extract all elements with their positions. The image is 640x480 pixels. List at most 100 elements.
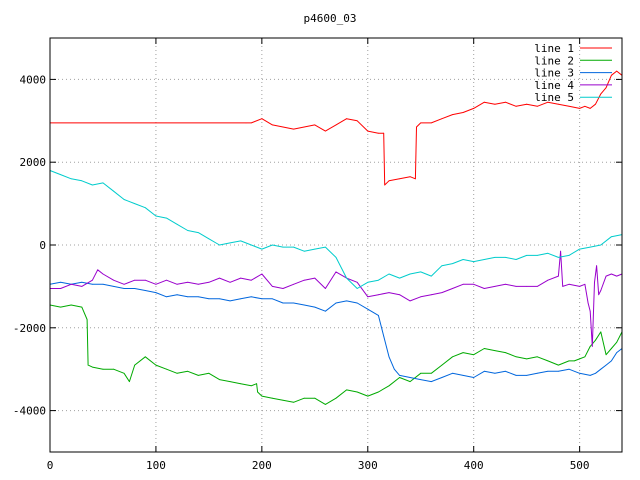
data-point [595,372,596,374]
data-point [335,397,337,399]
data-point [272,397,273,399]
data-point [388,292,390,293]
data-point [596,265,597,267]
data-point [356,302,358,304]
data-point [584,105,586,107]
data-point [579,286,580,287]
data-point [515,375,517,376]
data-point [282,399,284,401]
data-point [176,223,178,225]
data-point [415,178,416,180]
data-point [134,279,136,281]
legend-label-3: line 3 [534,67,574,80]
data-point [303,397,305,399]
legend-label-1: line 1 [534,42,574,55]
data-point [229,381,231,382]
data-point [595,339,596,341]
data-point [197,375,199,376]
data-point [409,273,411,275]
data-point [92,366,93,368]
data-point [483,370,485,372]
data-point [314,124,316,126]
data-point [560,250,561,252]
data-point [314,277,316,279]
data-point [229,242,231,244]
series-line-1 [50,70,623,186]
data-point [611,360,612,362]
data-point [314,248,316,250]
data-point [399,375,400,376]
data-point [536,356,538,358]
data-point [256,383,257,385]
data-point [378,294,379,296]
data-point [81,180,83,182]
data-point [399,294,400,296]
data-point [123,283,125,285]
data-point [558,275,559,277]
data-point [219,298,220,300]
data-point [250,279,252,281]
data-point [600,331,602,333]
data-point [303,250,305,252]
data-point [134,364,136,366]
data-point [430,381,432,382]
data-point [420,296,422,298]
data-point [420,379,422,380]
data-point [367,130,369,132]
data-point [536,372,538,374]
data-point [589,246,591,248]
data-point [250,296,252,298]
data-point [261,395,263,397]
data-point [314,397,316,399]
data-point [594,281,595,283]
data-point [250,244,252,246]
data-point [81,306,83,308]
data-point [383,335,385,337]
data-point [388,180,390,182]
data-point [261,248,263,250]
data-point [536,105,538,107]
data-point [505,370,506,372]
data-point [208,281,210,283]
x-tick-label: 0 [47,459,54,472]
data-point [462,352,464,353]
x-tick-label: 500 [570,459,590,472]
data-point [208,298,210,300]
data-point [144,279,146,281]
data-point [616,341,618,343]
data-point [589,375,591,376]
data-point [462,375,464,376]
data-point [462,283,464,285]
data-point [526,375,528,376]
data-point [505,101,506,103]
data-point [92,279,93,281]
data-point [616,70,618,72]
data-point [611,74,612,76]
data-point [611,348,612,349]
data-point [197,296,199,298]
data-point [261,298,263,300]
data-point [515,286,517,287]
data-point [605,87,607,89]
data-point [378,279,379,281]
data-point [208,372,210,374]
data-point [97,269,99,271]
data-point [547,370,549,372]
data-point [494,350,496,351]
data-point [229,300,231,302]
series-line-5 [49,170,623,289]
data-point [303,126,305,128]
data-point [123,288,125,289]
data-point [81,286,83,287]
data-point [346,389,347,391]
data-point [129,381,130,382]
data-point [92,283,93,285]
data-point [558,257,559,258]
data-point [102,368,104,370]
x-tick-label: 300 [358,459,378,472]
data-point [515,105,517,107]
data-point [505,283,506,285]
data-point [388,385,390,387]
data-point [547,252,549,254]
